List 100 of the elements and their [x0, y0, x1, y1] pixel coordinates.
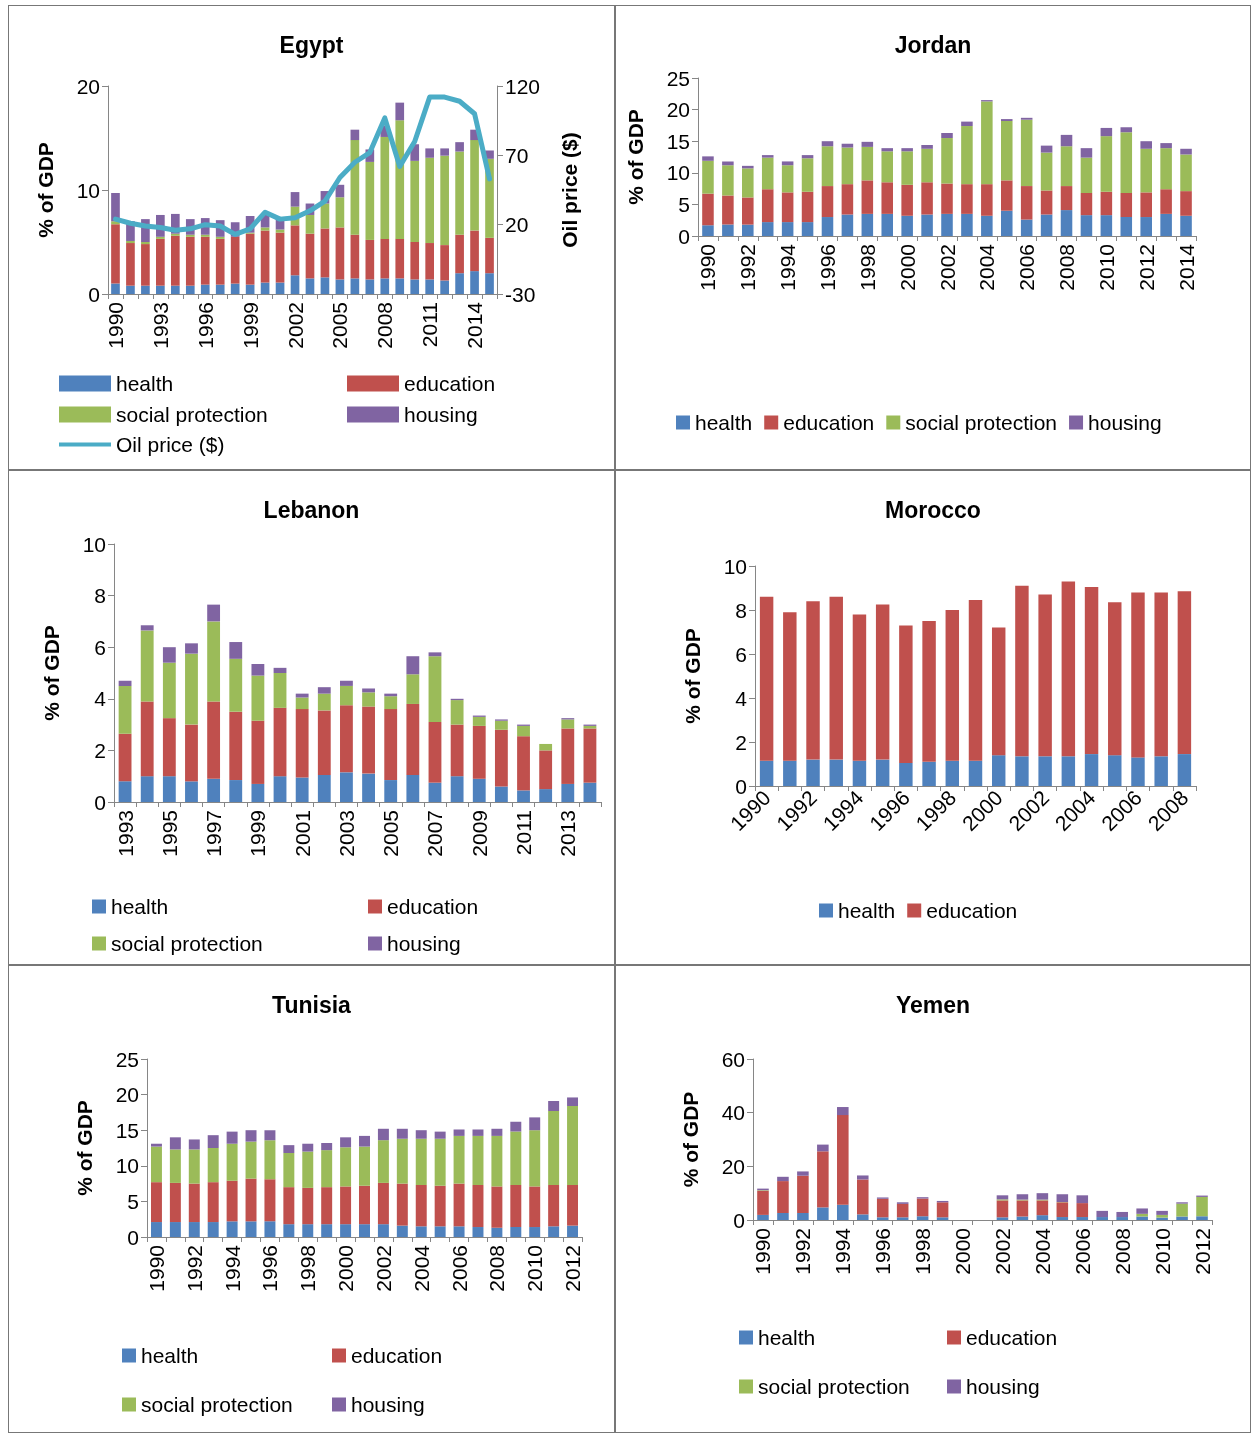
bar — [440, 280, 449, 294]
chart-title: Egypt — [279, 31, 344, 58]
bar — [1076, 1203, 1089, 1218]
bar — [1100, 127, 1113, 137]
legend-label: social protection — [905, 411, 1058, 434]
bar — [1061, 581, 1076, 757]
bar — [264, 1130, 276, 1141]
bar — [561, 783, 575, 802]
bar — [797, 1175, 809, 1214]
bar — [761, 155, 774, 158]
bar — [283, 1145, 295, 1153]
bar — [317, 774, 331, 802]
bar — [1084, 586, 1099, 755]
bar — [283, 1187, 295, 1225]
x-tick-label: 1996 — [258, 1245, 282, 1292]
bar — [472, 778, 486, 802]
bar — [1080, 148, 1093, 158]
bar — [841, 214, 854, 236]
bar — [245, 1130, 257, 1142]
bar — [1036, 1193, 1049, 1200]
x-tick-label: 1993 — [148, 302, 172, 349]
bar — [384, 709, 398, 781]
bar — [185, 236, 195, 286]
bar — [781, 222, 794, 236]
bar — [1154, 756, 1168, 786]
bar — [340, 705, 353, 773]
bar — [1020, 119, 1033, 187]
bar — [510, 1227, 522, 1237]
bar — [169, 1137, 181, 1150]
y-tick-label: 0 — [127, 1225, 139, 1249]
y-axis-title: % of GDP — [40, 625, 63, 721]
bar — [1000, 120, 1013, 181]
bar — [415, 1138, 427, 1186]
legend-label: health — [695, 411, 753, 434]
bar — [380, 238, 390, 279]
bar — [916, 1198, 929, 1217]
bar — [305, 233, 315, 279]
bar — [1061, 756, 1076, 786]
bar — [118, 685, 132, 734]
bar — [801, 222, 814, 236]
bar — [875, 604, 890, 760]
bar — [817, 1151, 829, 1208]
bar — [425, 148, 435, 158]
bar — [1156, 1210, 1168, 1215]
bar — [901, 215, 913, 236]
y-tick-label: 6 — [735, 642, 747, 666]
bar — [169, 1182, 181, 1223]
bar — [921, 144, 933, 149]
bar — [722, 165, 734, 196]
bar — [295, 693, 309, 698]
bar — [226, 1180, 238, 1222]
y-axis-title: % of GDP — [34, 142, 57, 238]
bar — [945, 610, 960, 761]
bar — [340, 685, 353, 706]
bar — [362, 706, 375, 774]
x-tick-label: 1996 — [871, 1228, 895, 1275]
y-tick-label: 0 — [678, 224, 690, 248]
bar — [722, 161, 734, 166]
bar — [302, 1187, 314, 1225]
bar — [876, 1217, 889, 1220]
bar — [169, 1149, 181, 1183]
bar — [761, 189, 774, 223]
bar — [425, 243, 435, 280]
bar — [861, 141, 874, 147]
bar — [141, 285, 150, 294]
bar — [141, 242, 150, 245]
bar — [1160, 143, 1172, 149]
y2-tick-label: 120 — [505, 74, 541, 98]
bar — [761, 157, 774, 190]
bar — [759, 760, 774, 786]
bar — [226, 1143, 238, 1181]
y-axis-title: % of GDP — [681, 628, 704, 724]
bar — [996, 1200, 1009, 1218]
bar — [961, 184, 973, 214]
bar — [837, 1115, 849, 1205]
y-tick-label: 10 — [115, 1154, 139, 1178]
chart-title: Tunisia — [272, 991, 352, 1018]
legend-label: social protection — [758, 1375, 910, 1398]
bar — [777, 1176, 789, 1182]
bar — [156, 238, 165, 286]
bar — [485, 273, 494, 294]
bar — [781, 161, 794, 166]
x-tick-label: 2012 — [561, 1245, 585, 1292]
bar — [996, 1195, 1009, 1200]
x-tick-label: 1994 — [776, 243, 800, 291]
x-tick-label: 2002 — [990, 1228, 1014, 1275]
bar — [185, 234, 195, 237]
bar — [141, 244, 150, 286]
bar — [1056, 1202, 1069, 1218]
x-tick-label: 2009 — [467, 810, 491, 857]
y-tick-label: 0 — [88, 282, 100, 306]
bar — [264, 1140, 276, 1180]
bar — [583, 782, 597, 802]
bar — [126, 243, 135, 286]
bar — [1096, 1210, 1109, 1218]
bar — [921, 214, 933, 236]
bar — [968, 600, 983, 761]
bar — [961, 213, 973, 236]
bar — [1084, 754, 1099, 786]
y2-axis-title: Oil price ($) — [558, 132, 581, 248]
